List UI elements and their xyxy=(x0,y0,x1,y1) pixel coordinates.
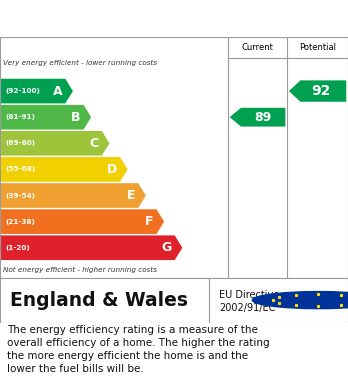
Polygon shape xyxy=(1,79,73,103)
Circle shape xyxy=(252,292,348,308)
Text: 89: 89 xyxy=(254,111,271,124)
Text: B: B xyxy=(71,111,81,124)
Polygon shape xyxy=(1,235,182,260)
Polygon shape xyxy=(1,209,164,234)
Text: Potential: Potential xyxy=(299,43,336,52)
Polygon shape xyxy=(1,157,128,182)
Polygon shape xyxy=(289,81,346,102)
Text: (92-100): (92-100) xyxy=(5,88,40,94)
Text: 2002/91/EC: 2002/91/EC xyxy=(219,303,276,313)
Text: EU Directive: EU Directive xyxy=(219,290,279,300)
Text: E: E xyxy=(127,189,135,202)
Text: (55-68): (55-68) xyxy=(5,167,35,172)
Polygon shape xyxy=(1,131,109,156)
Text: Energy Efficiency Rating: Energy Efficiency Rating xyxy=(10,11,232,26)
Text: (21-38): (21-38) xyxy=(5,219,35,224)
Text: C: C xyxy=(90,137,99,150)
Text: Current: Current xyxy=(242,43,274,52)
Text: D: D xyxy=(107,163,117,176)
Polygon shape xyxy=(230,108,285,127)
Text: F: F xyxy=(145,215,154,228)
Text: The energy efficiency rating is a measure of the
overall efficiency of a home. T: The energy efficiency rating is a measur… xyxy=(7,325,270,374)
Text: G: G xyxy=(162,241,172,254)
Text: (69-80): (69-80) xyxy=(5,140,35,146)
Polygon shape xyxy=(1,183,146,208)
Text: Very energy efficient - lower running costs: Very energy efficient - lower running co… xyxy=(3,60,158,66)
Text: 92: 92 xyxy=(311,84,331,98)
Text: (39-54): (39-54) xyxy=(5,192,35,199)
Text: Not energy efficient - higher running costs: Not energy efficient - higher running co… xyxy=(3,267,158,273)
Text: A: A xyxy=(53,84,63,98)
Text: England & Wales: England & Wales xyxy=(10,291,188,310)
Text: (81-91): (81-91) xyxy=(5,114,35,120)
Text: (1-20): (1-20) xyxy=(5,245,30,251)
Polygon shape xyxy=(1,105,91,129)
